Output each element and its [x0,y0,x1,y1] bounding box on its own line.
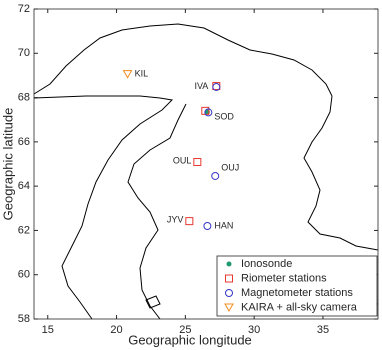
y-tick-label: 72 [18,3,30,15]
x-tick-label: 30 [248,324,260,336]
marker [204,108,213,117]
x-tick-label: 35 [317,324,329,336]
annotation: SOD [214,111,234,121]
x-axis-label: Geographic longitude [128,332,252,347]
marker [203,222,212,230]
annotation: KIL [135,68,149,78]
legend-marker [225,274,233,283]
coast-finland [127,103,187,320]
annotation: OUJ [221,162,239,172]
legend-marker [225,289,233,297]
coast-north [33,23,333,97]
legend-marker [224,303,234,313]
y-tick-label: 62 [18,224,30,236]
marker [211,171,220,180]
coast-east [303,95,379,251]
marker [193,158,202,167]
y-tick-label: 68 [18,91,30,103]
y-tick-label: 60 [18,269,30,281]
legend-label: Magnetometer stations [241,287,353,299]
legend-label: Ionosonde [241,258,292,270]
legend-box [216,255,378,317]
y-axis-label: Geographic latitude [0,108,15,221]
x-tick-label: 15 [42,324,54,336]
y-tick-label: 66 [18,136,30,148]
plot-frame [33,8,379,320]
x-tick-label: 25 [179,324,191,336]
marker [212,82,221,91]
marker [185,217,194,226]
y-tick-label: 70 [18,47,30,59]
coast-sweden [33,95,174,320]
annotation: HAN [214,220,233,230]
y-tick-label: 58 [18,313,30,325]
island [145,295,161,309]
annotation: IVA [194,81,208,91]
legend-label: KAIRA + all-sky camera [241,301,358,313]
legend-marker [226,261,232,267]
annotation: JYV [167,215,184,225]
x-tick-label: 20 [110,324,122,336]
legend-label: Riometer stations [241,272,327,284]
y-tick-label: 64 [18,180,30,192]
legend: Ionosonde Riometer stations Magnetometer s… [216,255,378,317]
annotation: OUL [173,155,192,165]
marker [122,70,133,79]
